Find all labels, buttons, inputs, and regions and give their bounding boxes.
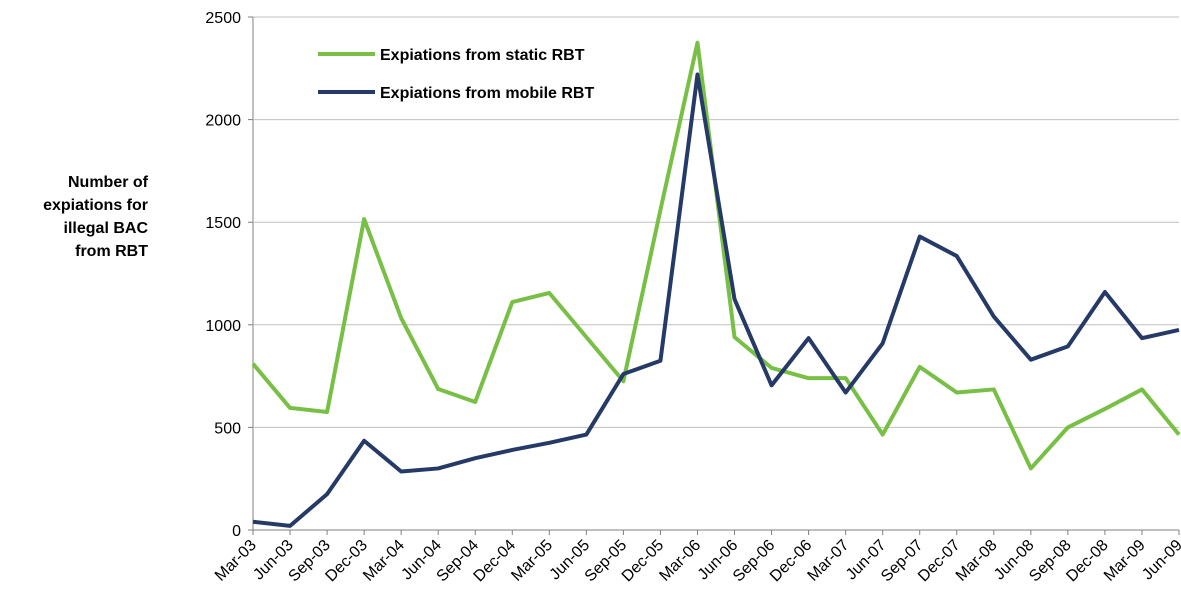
legend-label: Expiations from static RBT — [380, 47, 585, 64]
x-tick-label: Dec-03 — [322, 537, 371, 586]
x-tick-label: Dec-05 — [619, 537, 668, 586]
legend-label: Expiations from mobile RBT — [380, 85, 594, 102]
x-tick-label: Mar-07 — [805, 537, 853, 585]
y-tick-label: 1500 — [205, 215, 241, 232]
y-axis-label: expiations for — [43, 197, 148, 214]
y-tick-label: 500 — [214, 420, 241, 437]
y-axis-label: illegal BAC — [64, 220, 149, 237]
x-tick-label: Jun-09 — [1139, 537, 1181, 584]
x-tick-label: Mar-04 — [360, 537, 408, 585]
y-axis-label: from RBT — [75, 243, 148, 260]
y-axis-label: Number of — [68, 174, 149, 191]
x-tick-label: Dec-08 — [1063, 537, 1112, 586]
x-tick-label: Dec-04 — [471, 537, 520, 586]
x-tick-label: Mar-05 — [508, 537, 556, 585]
y-tick-label: 1000 — [205, 318, 241, 335]
y-tick-label: 0 — [232, 523, 241, 540]
series-line — [251, 40, 1181, 471]
x-tick-label: Mar-08 — [953, 537, 1001, 585]
y-tick-label: 2000 — [205, 113, 241, 130]
x-tick-label: Dec-06 — [767, 537, 816, 586]
x-tick-label: Mar-06 — [656, 537, 704, 585]
x-tick-label: Mar-03 — [212, 537, 260, 585]
y-tick-label: 2500 — [205, 10, 241, 27]
x-tick-label: Dec-07 — [915, 537, 964, 586]
x-tick-label: Mar-09 — [1101, 537, 1149, 585]
series-line — [252, 72, 1180, 528]
